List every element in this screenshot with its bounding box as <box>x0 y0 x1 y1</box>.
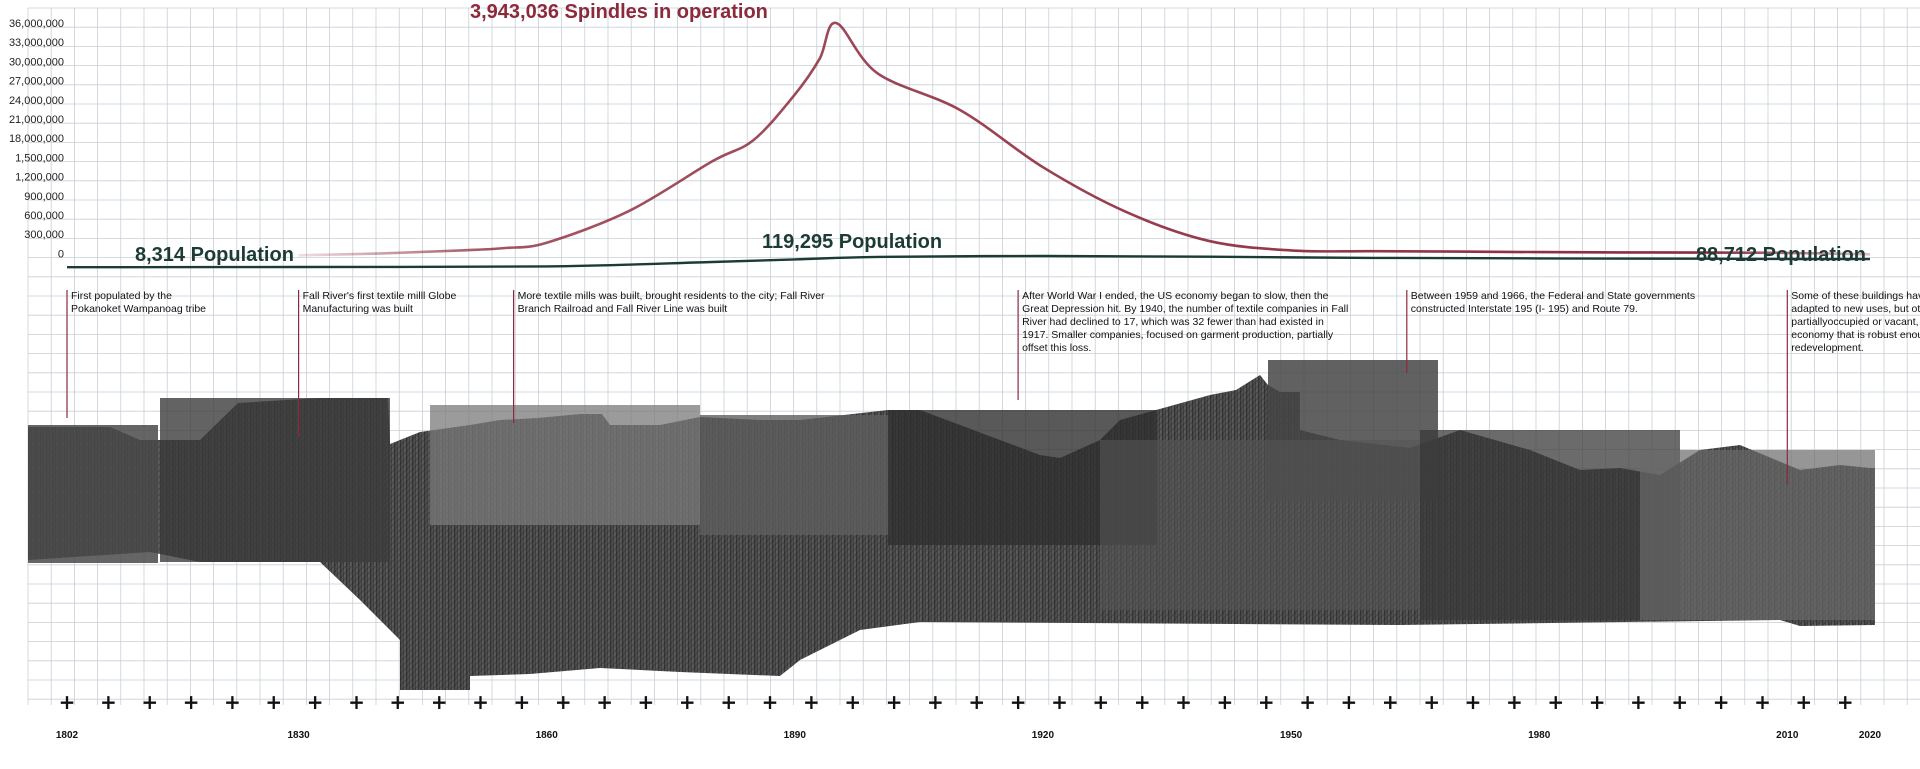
timeline-tick-mark: + <box>968 690 985 714</box>
timeline-tick-mark: + <box>431 690 448 714</box>
timeline-tick-mark: + <box>265 690 282 714</box>
timeline-tick-mark: + <box>307 690 324 714</box>
timeline-tick-mark: + <box>886 690 903 714</box>
photo-railroad-station <box>430 405 700 525</box>
timeline-tick-mark: + <box>348 690 365 714</box>
timeline-tick-mark: + <box>1713 690 1730 714</box>
y-tick-label: 900,000 <box>24 191 64 203</box>
y-tick-label: 1,200,000 <box>15 172 64 184</box>
x-tick-label-2010: 2010 <box>1776 730 1799 741</box>
timeline-tick-mark: + <box>1795 690 1812 714</box>
x-tick-label-1980: 1980 <box>1528 730 1551 741</box>
timeline-tick-mark: + <box>1382 690 1399 714</box>
timeline-tick-mark: + <box>59 690 76 714</box>
timeline-tick-mark: + <box>1630 690 1647 714</box>
timeline-tick-mark: + <box>1299 690 1316 714</box>
y-tick-label: 18,000,000 <box>9 133 64 145</box>
axis-labels: 36,000,000 33,000,000 30,000,000 27,000,000… <box>9 18 1882 741</box>
x-tick-label-1860: 1860 <box>536 730 559 741</box>
timeline-tick-mark: + <box>1217 690 1234 714</box>
timeline-tick-mark: + <box>1051 690 1068 714</box>
timeline-tick-mark: + <box>1547 690 1564 714</box>
timeline-tick-mark: + <box>472 690 489 714</box>
y-tick-label: 36,000,000 <box>9 18 64 30</box>
timeline-tick-mark: + <box>1506 690 1523 714</box>
x-tick-label-1950: 1950 <box>1280 730 1303 741</box>
timeline-tick-mark: + <box>679 690 696 714</box>
timeline-tick-mark: + <box>1010 690 1027 714</box>
annotation-1830: Fall River's first textile milll Globe M… <box>302 290 457 315</box>
annotation-connectors <box>66 290 1788 484</box>
photo-interstate <box>1100 440 1420 610</box>
x-tick-label-1830: 1830 <box>287 730 310 741</box>
population-start-label: 8,314 Population <box>135 244 294 266</box>
y-tick-label: 33,000,000 <box>9 37 64 49</box>
y-tick-label: 21,000,000 <box>9 114 64 126</box>
timeline-tick-mark: + <box>1465 690 1482 714</box>
timeline-tick-mark: + <box>555 690 572 714</box>
photo-vacant-building <box>1640 450 1875 620</box>
axis-ticks: + + + + + + + + + + + + + + + + + + + + + + + + + + + + + + + + + + + + + + + +… <box>59 690 1854 714</box>
population-end-label: 88,712 Population <box>1696 244 1866 266</box>
photo-steamship <box>700 415 890 535</box>
timeline-tick-mark: + <box>389 690 406 714</box>
x-tick-label-1802: 1802 <box>56 730 79 741</box>
timeline-tick-mark: + <box>596 690 613 714</box>
timeline-tick-mark: + <box>803 690 820 714</box>
y-tick-label: 600,000 <box>24 210 64 222</box>
timeline-tick-mark: + <box>762 690 779 714</box>
timeline-tick-mark: + <box>1423 690 1440 714</box>
timeline-tick-mark: + <box>1837 690 1854 714</box>
y-tick-label: 27,000,000 <box>9 76 64 88</box>
x-tick-label-1890: 1890 <box>784 730 807 741</box>
annotation-1802: First populated by the Pokanoket Wampano… <box>71 290 207 315</box>
timeline-tick-mark: + <box>638 690 655 714</box>
timeline-tick-mark: + <box>224 690 241 714</box>
timeline-tick-mark: + <box>100 690 117 714</box>
timeline-tick-mark: + <box>1092 690 1109 714</box>
annotation-1917: After World War I ended, the US economy … <box>1022 290 1349 354</box>
timeline-tick-mark: + <box>1671 690 1688 714</box>
timeline-tick-mark: + <box>844 690 861 714</box>
photo-globe-mill <box>160 398 390 562</box>
y-tick-label: 300,000 <box>24 229 64 241</box>
callouts: 3,943,036 Spindles in operation 8,314 Pop… <box>135 1 1866 266</box>
y-tick-label: 30,000,000 <box>9 56 64 68</box>
annotation-1964: Between 1959 and 1966, the Federal and S… <box>1410 290 1696 315</box>
annotation-2010: Some of these buildings have been master… <box>1791 290 1920 354</box>
annotation-1856: More textile mills was built, brought re… <box>517 290 825 315</box>
timeline-tick-mark: + <box>927 690 944 714</box>
spindles-peak-label: 3,943,036 Spindles in operation <box>470 1 768 23</box>
y-tick-label: 24,000,000 <box>9 95 64 107</box>
historical-photo-collage <box>28 360 1875 690</box>
population-series-line <box>66 254 1871 269</box>
y-tick-label: 0 <box>58 248 64 260</box>
photo-native-portrait <box>28 425 158 563</box>
timeline-tick-mark: + <box>183 690 200 714</box>
timeline-tick-mark: + <box>1175 690 1192 714</box>
timeline-tick-mark: + <box>141 690 158 714</box>
population-peak-label: 119,295 Population <box>762 231 942 253</box>
x-tick-label-1920: 1920 <box>1032 730 1055 741</box>
x-tick-label-2020: 2020 <box>1859 730 1882 741</box>
timeline-tick-mark: + <box>1134 690 1151 714</box>
timeline-tick-mark: + <box>1258 690 1275 714</box>
timeline-tick-mark: + <box>1341 690 1358 714</box>
y-tick-label: 1,500,000 <box>15 152 64 164</box>
series-lines <box>66 21 1871 269</box>
timeline-tick-mark: + <box>720 690 737 714</box>
spindles-series-line <box>298 21 1871 257</box>
timeline-tick-mark: + <box>1589 690 1606 714</box>
timeline-tick-mark: + <box>514 690 531 714</box>
timeline-tick-mark: + <box>1754 690 1771 714</box>
photo-mill-building <box>1420 430 1680 620</box>
